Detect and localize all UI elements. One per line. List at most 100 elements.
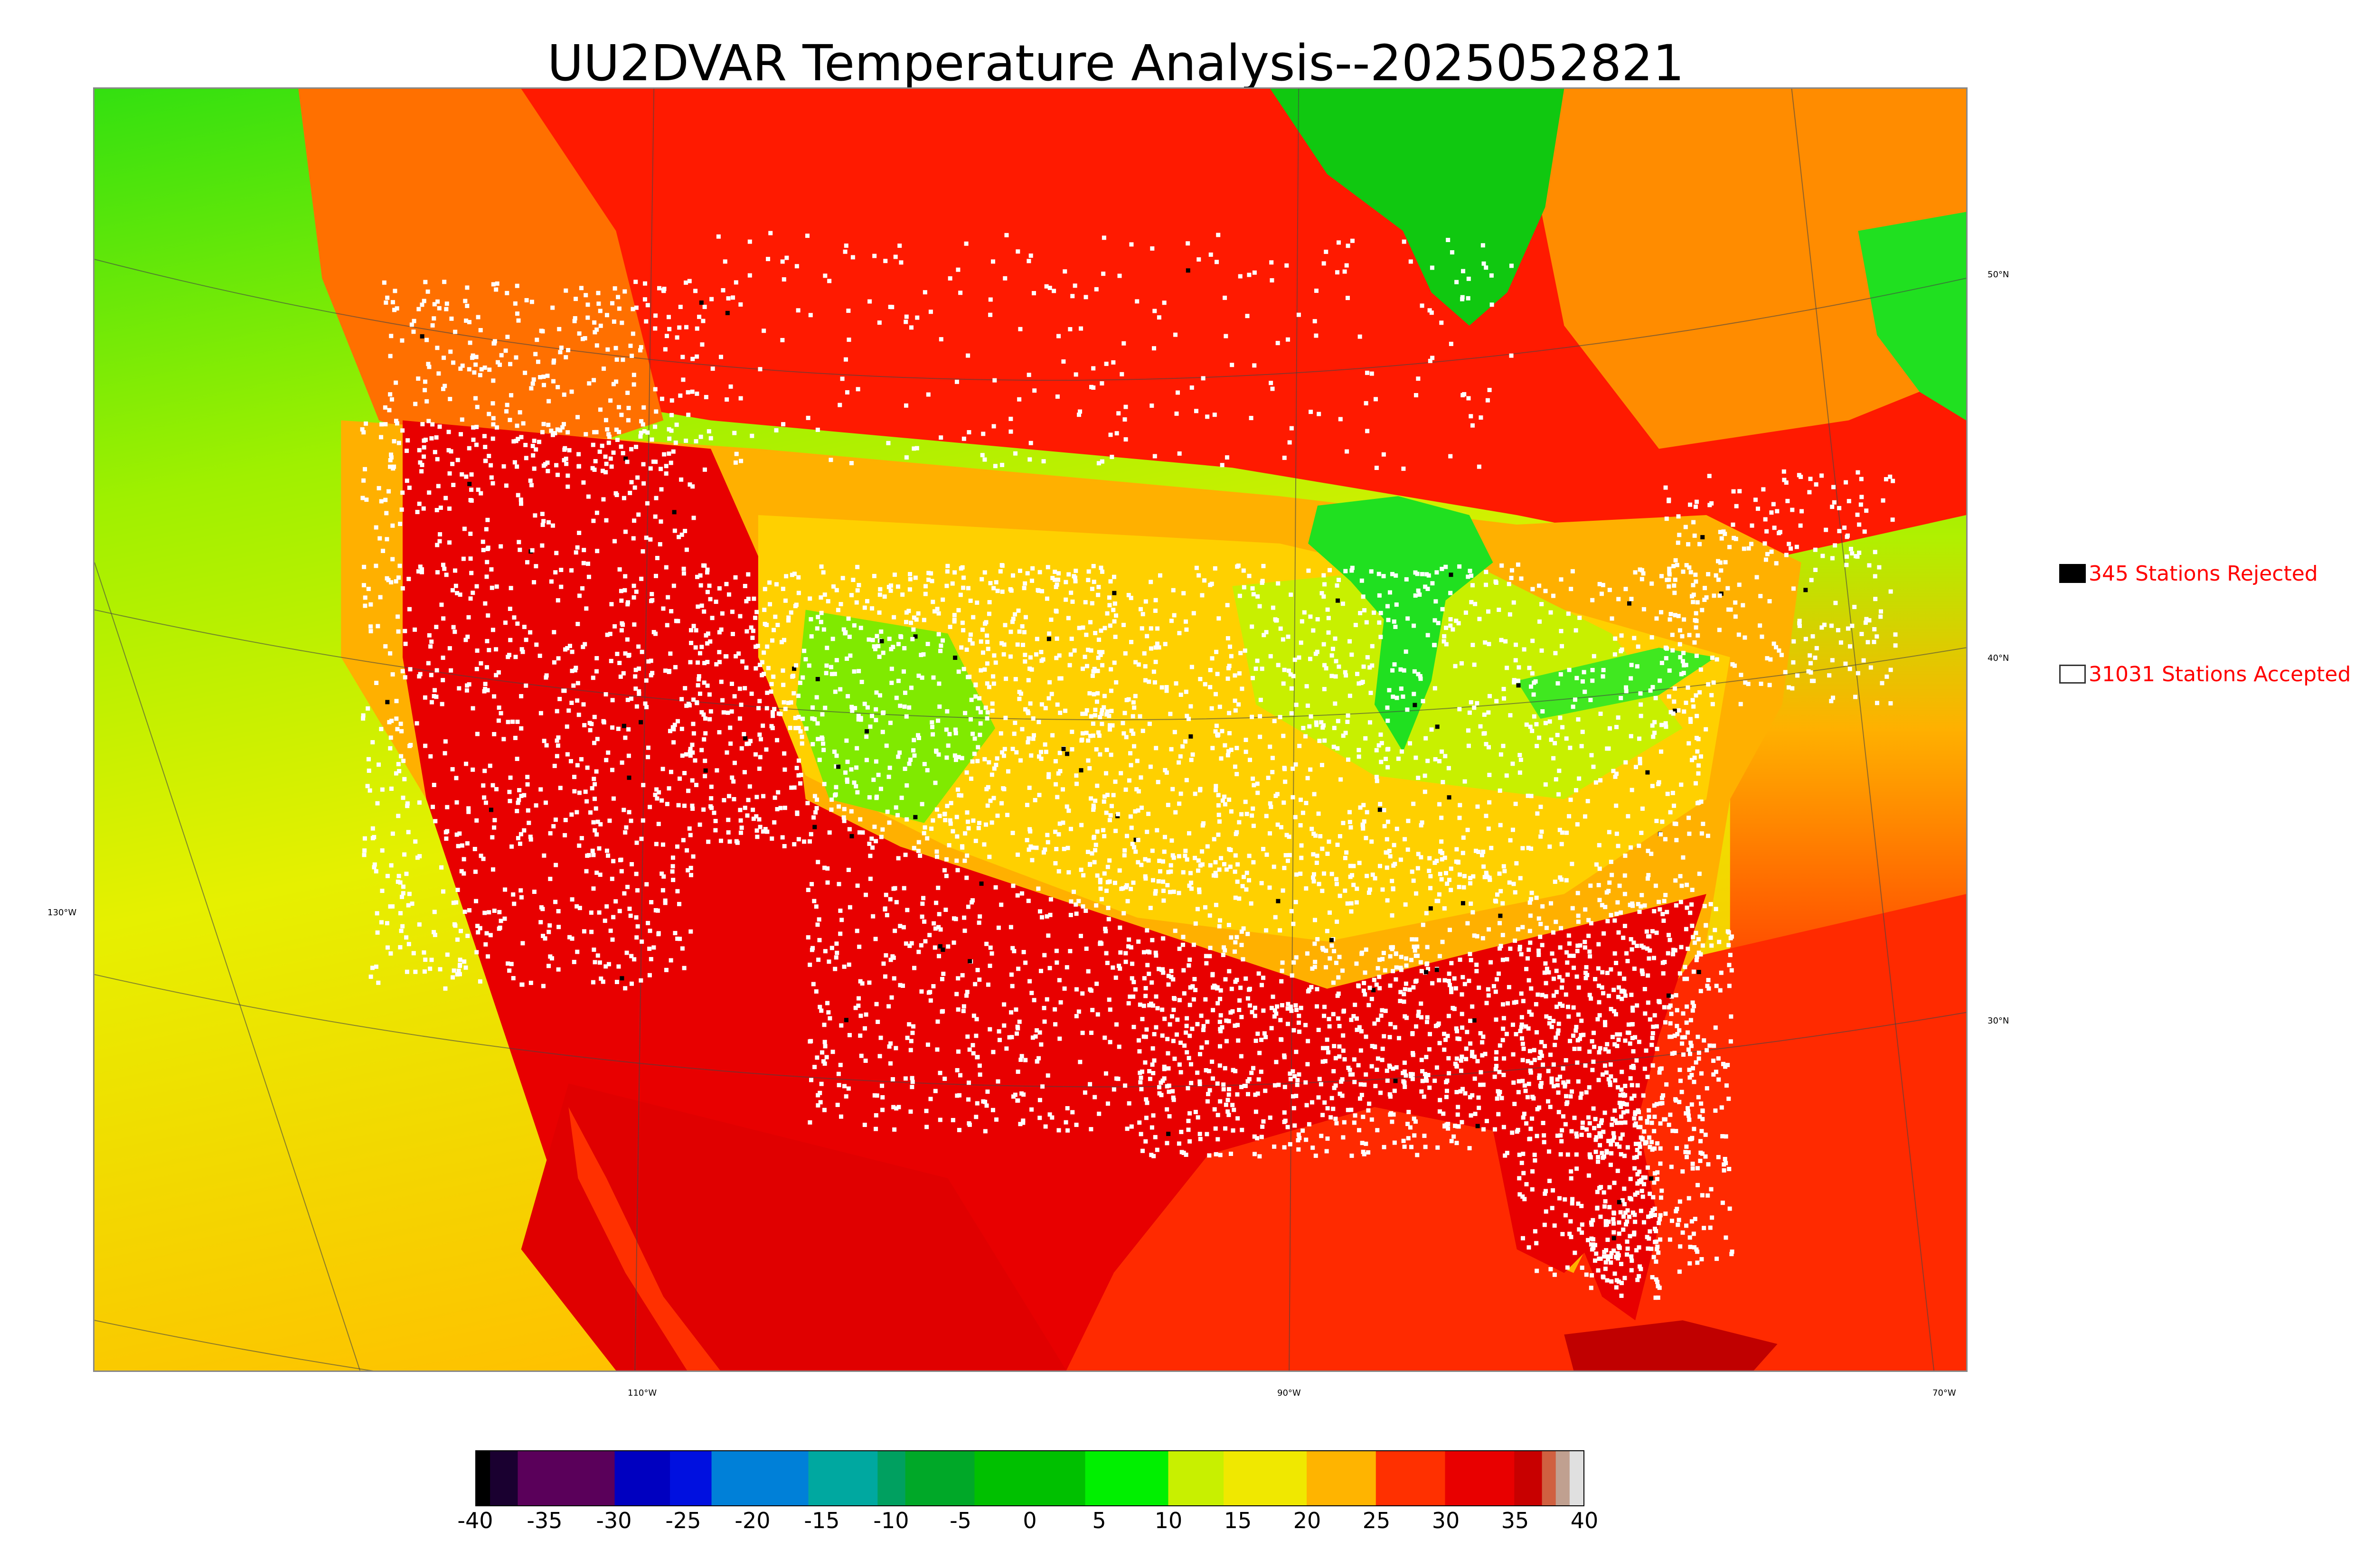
accepted-station-marker: [1057, 751, 1062, 755]
accepted-station-marker: [1446, 1056, 1451, 1061]
accepted-station-marker: [691, 697, 696, 702]
accepted-station-marker: [1457, 816, 1462, 820]
accepted-station-marker: [372, 865, 377, 870]
accepted-station-marker: [397, 563, 402, 568]
accepted-station-marker: [604, 518, 609, 523]
accepted-station-marker: [1559, 842, 1564, 846]
accepted-station-marker: [1438, 1098, 1442, 1102]
accepted-station-marker: [834, 658, 839, 663]
accepted-station-marker: [1002, 747, 1007, 751]
accepted-station-marker: [1128, 994, 1132, 999]
accepted-station-marker: [697, 677, 701, 682]
accepted-station-marker: [1598, 1046, 1602, 1051]
accepted-station-marker: [1606, 889, 1611, 893]
accepted-station-marker: [1726, 943, 1731, 948]
accepted-station-marker: [1657, 1070, 1662, 1075]
accepted-station-marker: [709, 784, 714, 789]
accepted-station-marker: [1186, 1127, 1191, 1132]
accepted-station-marker: [1133, 849, 1138, 854]
accepted-station-marker: [1104, 951, 1109, 956]
accepted-station-marker: [1569, 1089, 1574, 1094]
accepted-station-marker: [1157, 858, 1162, 863]
accepted-station-marker: [1043, 1124, 1048, 1129]
accepted-station-marker: [397, 769, 402, 773]
accepted-station-marker: [585, 854, 590, 858]
accepted-station-marker: [426, 661, 431, 666]
accepted-station-marker: [1544, 981, 1548, 986]
accepted-station-marker: [1162, 1064, 1167, 1069]
accepted-station-marker: [1412, 1117, 1416, 1121]
accepted-station-marker: [1320, 846, 1325, 851]
accepted-station-marker: [1326, 616, 1331, 620]
accepted-station-marker: [1399, 686, 1404, 691]
accepted-station-marker: [538, 711, 543, 715]
rejected-station-marker: [1413, 703, 1417, 707]
accepted-station-marker: [1448, 617, 1453, 622]
accepted-station-marker: [1554, 920, 1558, 924]
accepted-station-marker: [1090, 601, 1094, 606]
accepted-station-marker: [1612, 1009, 1617, 1014]
accepted-station-marker: [971, 1051, 976, 1056]
accepted-station-marker: [1359, 1093, 1364, 1098]
accepted-station-marker: [496, 670, 501, 675]
accepted-station-marker: [1374, 982, 1379, 987]
accepted-station-marker: [1227, 711, 1232, 715]
accepted-station-marker: [1653, 1296, 1658, 1300]
accepted-station-marker: [1603, 1267, 1608, 1271]
accepted-station-marker: [1680, 1169, 1685, 1174]
accepted-station-marker: [951, 916, 956, 921]
accepted-station-marker: [1563, 1122, 1568, 1127]
accepted-station-marker: [1507, 582, 1511, 586]
accepted-station-marker: [743, 806, 747, 810]
rejected-station-marker: [913, 815, 918, 819]
accepted-station-marker: [1201, 1028, 1206, 1033]
accepted-station-marker: [1605, 1042, 1610, 1047]
accepted-station-marker: [947, 843, 951, 848]
accepted-station-marker: [1378, 610, 1383, 615]
accepted-station-marker: [399, 754, 404, 759]
accepted-station-marker: [1667, 1237, 1672, 1242]
accepted-station-marker: [1628, 1176, 1633, 1181]
accepted-station-marker: [1566, 611, 1571, 616]
accepted-station-marker: [1663, 892, 1668, 897]
accepted-station-marker: [1298, 823, 1303, 827]
accepted-station-marker: [1624, 689, 1629, 694]
accepted-station-marker: [1055, 702, 1060, 707]
accepted-station-marker: [1316, 1095, 1321, 1100]
accepted-station-marker: [695, 701, 699, 705]
accepted-station-marker: [1606, 1049, 1611, 1054]
accepted-station-marker: [1374, 748, 1379, 752]
accepted-station-marker: [968, 632, 973, 637]
accepted-station-marker: [626, 653, 631, 658]
accepted-station-marker: [1029, 1107, 1034, 1112]
accepted-station-marker: [1595, 1190, 1600, 1194]
accepted-station-marker: [1381, 950, 1386, 955]
accepted-station-marker: [1630, 903, 1635, 908]
accepted-station-marker: [988, 798, 993, 803]
accepted-station-marker: [1136, 808, 1140, 813]
accepted-station-marker: [1281, 637, 1285, 642]
accepted-station-marker: [1696, 771, 1701, 776]
accepted-station-marker: [592, 777, 596, 781]
accepted-station-marker: [1139, 775, 1143, 780]
accepted-station-marker: [868, 876, 873, 881]
accepted-station-marker: [360, 496, 365, 500]
accepted-station-marker: [1046, 933, 1051, 938]
accepted-station-marker: [1652, 1129, 1657, 1134]
accepted-station-marker: [1203, 682, 1207, 686]
accepted-station-marker: [471, 437, 476, 442]
accepted-station-marker: [1387, 1092, 1392, 1097]
accepted-station-marker: [1184, 1153, 1188, 1157]
accepted-station-marker: [585, 765, 590, 770]
accepted-station-marker: [1469, 958, 1473, 962]
accepted-station-marker: [809, 617, 813, 621]
accepted-station-marker: [1055, 795, 1060, 799]
accepted-station-marker: [814, 904, 819, 909]
accepted-station-marker: [925, 768, 930, 772]
accepted-station-marker: [1090, 1008, 1095, 1013]
accepted-station-marker: [1453, 1061, 1458, 1066]
accepted-station-marker: [1062, 986, 1067, 991]
accepted-station-marker: [608, 929, 613, 933]
accepted-station-marker: [1472, 933, 1477, 938]
accepted-station-marker: [553, 570, 558, 575]
